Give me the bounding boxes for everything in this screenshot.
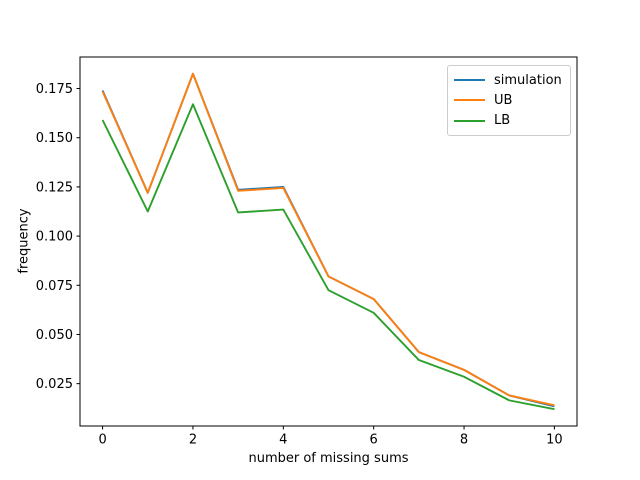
legend-line-swatch-ub [454, 99, 485, 102]
y-tick-label: 0.025 [36, 377, 73, 392]
x-tick-label: 0 [98, 433, 106, 448]
y-axis-label: frequency [16, 208, 32, 274]
legend-label-lb: LB [494, 113, 511, 129]
series-line-lb [101, 103, 555, 411]
x-tick-label: 4 [279, 433, 287, 448]
x-tick-label: 10 [546, 433, 563, 448]
x-tick-label: 8 [460, 433, 468, 448]
series-line-ub [101, 72, 555, 407]
x-tick-label: 2 [189, 433, 197, 448]
legend-item-simulation: simulation [454, 70, 564, 90]
legend-label-ub: UB [494, 92, 513, 108]
y-tick-label: 0.050 [36, 328, 73, 343]
legend-item-lb: LB [454, 111, 564, 131]
legend-line-swatch-lb [454, 119, 485, 122]
y-tick-label: 0.175 [36, 82, 73, 97]
x-tick-label: 6 [370, 433, 378, 448]
y-tick-label: 0.075 [36, 279, 73, 294]
legend-label-simulation: simulation [494, 72, 562, 88]
plot-border [79, 56, 578, 427]
legend: simulation UB LB [447, 65, 571, 136]
legend-item-ub: UB [454, 90, 564, 110]
y-tick-label: 0.125 [36, 180, 73, 195]
y-tick-label: 0.100 [36, 230, 73, 245]
legend-line-swatch-simulation [454, 79, 485, 82]
x-axis-label: number of missing sums [248, 451, 409, 466]
y-tick-label: 0.150 [36, 131, 73, 146]
